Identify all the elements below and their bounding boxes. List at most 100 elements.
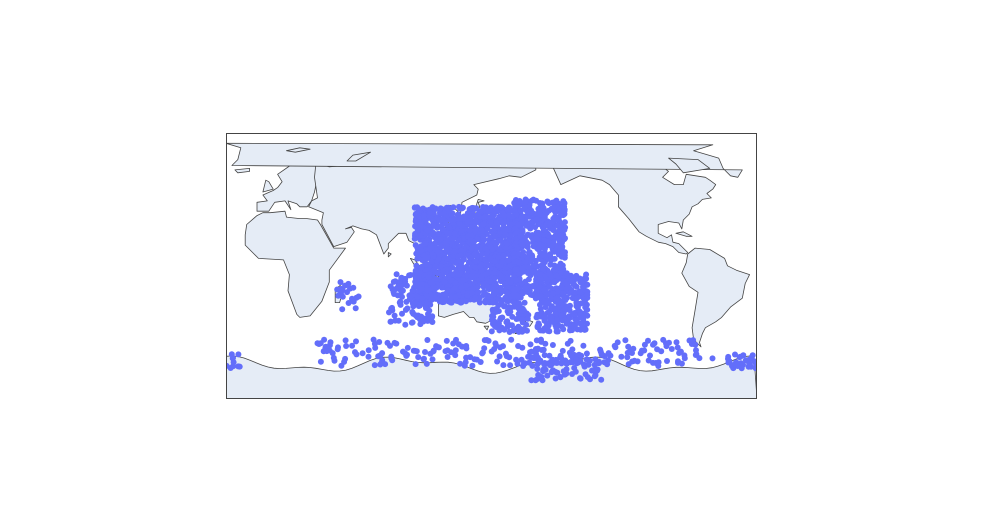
scatter-point-southern-ocean-belt (651, 340, 658, 347)
scatter-point-west-pacific-core (503, 289, 510, 296)
scatter-point-north-pacific-arc (560, 250, 567, 256)
scatter-point-southern-ocean-belt (496, 353, 503, 360)
scatter-point-central-pacific-band (584, 320, 590, 327)
scatter-point-ross-sea (552, 375, 559, 382)
scatter-point-tasman-sea (499, 314, 506, 321)
scatter-point-central-pacific-band (560, 290, 567, 297)
scatter-point-south-indian (391, 291, 398, 297)
land-greenland (226, 142, 743, 178)
scatter-point-southern-ocean-belt (471, 356, 478, 363)
scatter-point-southern-ocean-belt (388, 355, 395, 362)
scatter-point-north-pacific-arc (557, 232, 564, 239)
scatter-point-north-pacific-arc (545, 238, 552, 245)
scatter-point-weddell-sea (730, 362, 737, 368)
scatter-point-north-pacific-arc (542, 211, 549, 218)
scatter-point-southern-ocean-belt (693, 347, 699, 354)
scatter-point-central-pacific-band (573, 299, 580, 306)
scatter-point-southern-ocean-belt (533, 337, 540, 344)
scatter-point-southern-ocean-belt (652, 360, 659, 366)
scatter-point-central-pacific-band (546, 270, 553, 277)
scatter-point-south-indian (391, 312, 398, 319)
scatter-point-west-pacific-core (437, 205, 444, 212)
scatter-point-central-pacific-band (582, 304, 589, 311)
geo-map[interactable] (226, 133, 757, 399)
scatter-point-southern-ocean-belt (429, 356, 436, 363)
scatter-point-ross-sea (598, 351, 605, 358)
scatter-point-weddell-sea (742, 357, 749, 364)
scatter-point-southern-ocean-belt (422, 349, 428, 355)
scatter-point-ross-sea (557, 354, 563, 361)
scatter-point-tasman-sea (510, 327, 517, 334)
scatter-point-north-pacific-arc (561, 200, 568, 207)
scatter-point-central-pacific-band (581, 313, 588, 319)
scatter-point-west-pacific-core (491, 275, 498, 282)
scatter-point-ross-sea (587, 376, 593, 383)
scatter-point-west-pacific-core (502, 231, 509, 238)
scatter-point-southern-ocean-belt (463, 354, 470, 361)
scatter-point-south-indian (419, 295, 426, 302)
scatter-point-southern-ocean-belt (379, 357, 386, 364)
scatter-point-southern-ocean-belt (452, 347, 459, 354)
scatter-point-southern-ocean-belt (424, 337, 431, 343)
scatter-point-north-pacific-arc (512, 266, 519, 273)
scatter-point-southern-ocean-belt (692, 341, 699, 348)
scatter-point-west-pacific-core (485, 208, 491, 215)
scatter-point-west-pacific-core (426, 210, 433, 216)
scatter-point-north-pacific-arc (547, 220, 554, 227)
scatter-point-north-pacific-arc (522, 198, 529, 205)
scatter-point-ross-sea (582, 371, 589, 378)
scatter-point-tasman-sea (507, 308, 514, 315)
scatter-point-weddell-sea (235, 351, 242, 358)
scatter-point-central-pacific-band (582, 299, 588, 306)
scatter-point-west-pacific-core (495, 206, 501, 213)
scatter-point-west-pacific-core (488, 221, 495, 228)
scatter-point-north-pacific-arc (522, 285, 529, 292)
scatter-points (226, 196, 757, 384)
scatter-point-north-pacific-arc (523, 222, 530, 229)
scatter-point-north-pacific-arc (541, 244, 547, 251)
scatter-point-southern-ocean-belt (515, 343, 522, 349)
scatter-point-west-pacific-core (479, 221, 486, 228)
scatter-point-west-pacific-core (459, 205, 465, 212)
scatter-point-west-pacific-core (418, 264, 425, 271)
scatter-point-ross-sea (547, 362, 554, 369)
scatter-point-southern-ocean-belt (673, 339, 680, 346)
scatter-point-west-pacific-core (468, 213, 475, 220)
scatter-point-central-pacific-band (553, 295, 560, 302)
scatter-point-central-pacific-band (541, 286, 548, 293)
scatter-point-west-pacific-core (412, 218, 419, 225)
scatter-point-north-pacific-arc (532, 217, 539, 224)
scatter-point-south-indian (410, 310, 417, 317)
scatter-point-west-pacific-core (424, 227, 431, 234)
scatter-point-west-pacific-core (463, 298, 469, 305)
scatter-point-north-pacific-arc (519, 226, 526, 233)
scatter-point-ross-sea (584, 356, 591, 363)
scatter-point-southern-ocean-belt (503, 353, 510, 360)
scatter-point-north-pacific-arc (519, 289, 526, 296)
scatter-point-southern-ocean-belt (391, 339, 398, 346)
scatter-point-central-pacific-band (558, 284, 565, 291)
scatter-point-north-pacific-arc (530, 262, 537, 269)
scatter-point-west-pacific-core (507, 268, 514, 275)
scatter-point-west-pacific-core (500, 219, 507, 225)
scatter-point-west-pacific-core (482, 245, 489, 252)
scatter-point-tasman-sea (524, 315, 531, 322)
scatter-point-southern-ocean-belt (317, 358, 324, 365)
scatter-point-west-pacific-core (443, 255, 450, 262)
scatter-point-south-indian (409, 287, 416, 294)
scatter-point-west-pacific-core (422, 240, 429, 247)
scatter-point-south-indian (407, 272, 414, 278)
scatter-point-central-pacific-band (550, 290, 557, 297)
scatter-point-weddell-sea (740, 352, 747, 359)
scatter-point-west-pacific-core (432, 276, 439, 282)
scatter-point-north-pacific-arc (527, 232, 534, 239)
scatter-point-southern-ocean-belt (692, 352, 699, 358)
scatter-point-southern-ocean-belt (463, 343, 470, 349)
scatter-point-tasman-sea (505, 304, 512, 310)
scatter-point-west-pacific-core (487, 243, 494, 250)
scatter-point-central-pacific-band (547, 316, 553, 322)
scatter-point-west-pacific-core (431, 267, 438, 274)
scatter-point-central-pacific-band (561, 306, 568, 313)
scatter-point-southern-ocean-belt (413, 348, 420, 355)
scatter-point-southern-ocean-belt (513, 356, 520, 363)
